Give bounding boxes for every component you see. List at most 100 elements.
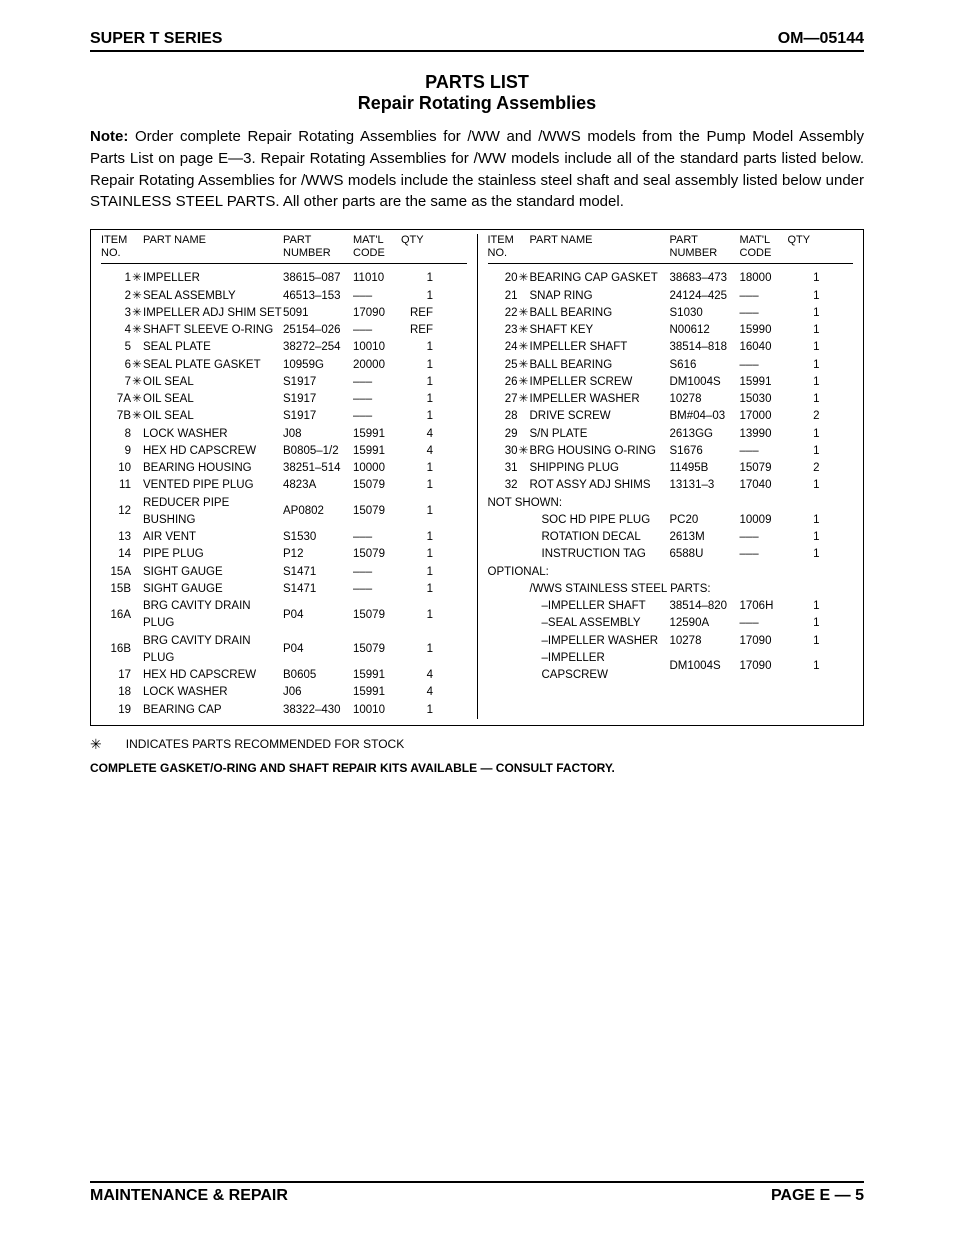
cell-part-name: BALL BEARING — [530, 305, 670, 322]
cell-star: ✳ — [131, 288, 143, 305]
cell-qty: 1 — [788, 529, 824, 546]
cell-matl-code: 15991 — [353, 443, 401, 460]
cell-item-no: 7 — [101, 374, 131, 391]
cell-matl-code: 15991 — [353, 667, 401, 684]
cell-qty: 1 — [788, 322, 824, 339]
cell-item-no: 13 — [101, 529, 131, 546]
table-row: 27✳IMPELLER WASHER10278150301 — [488, 391, 854, 408]
cell-part-number: 11495B — [670, 460, 740, 477]
cell-part-name: –IMPELLER SHAFT — [530, 598, 670, 615]
cell-part-number: 25154–026 — [283, 322, 353, 339]
cell-part-number: 46513–153 — [283, 288, 353, 305]
cell-part-number: J06 — [283, 684, 353, 701]
cell-qty: 1 — [788, 270, 824, 287]
footer-bar: MAINTENANCE & REPAIR PAGE E — 5 — [90, 1181, 864, 1205]
cell-qty: 2 — [788, 408, 824, 425]
optional-rows: –IMPELLER SHAFT38514–8201706H1–SEAL ASSE… — [488, 598, 854, 684]
cell-star: ✳ — [518, 374, 530, 391]
cell-part-number: DM1004S — [670, 374, 740, 391]
table-row: 31SHIPPING PLUG11495B150792 — [488, 460, 854, 477]
cell-qty: 1 — [788, 374, 824, 391]
note-text: Order complete Repair Rotating Assemblie… — [90, 128, 864, 210]
parts-col-right: ITEMNO. PART NAME PARTNUMBER MAT'LCODE Q… — [478, 234, 854, 719]
cell-part-number: 2613GG — [670, 426, 740, 443]
cell-part-number: PC20 — [670, 512, 740, 529]
hdr-partnum: PARTNUMBER — [670, 234, 740, 259]
cell-part-name: HEX HD CAPSCREW — [143, 667, 283, 684]
table-row: 11VENTED PIPE PLUG4823A150791 — [101, 477, 467, 494]
cell-part-name: BEARING HOUSING — [143, 460, 283, 477]
cell-part-number: P04 — [283, 641, 353, 658]
table-row: 22✳BALL BEARINGS1030–––1 — [488, 305, 854, 322]
cell-part-number: S1917 — [283, 408, 353, 425]
table-row: 6✳SEAL PLATE GASKET10959G200001 — [101, 357, 467, 374]
cell-part-number: J08 — [283, 426, 353, 443]
cell-part-name: SEAL ASSEMBLY — [143, 288, 283, 305]
cell-part-name: SHAFT KEY — [530, 322, 670, 339]
cell-item-no: 6 — [101, 357, 131, 374]
cell-matl-code: ––– — [740, 305, 788, 322]
cell-item-no: 5 — [101, 339, 131, 356]
cell-matl-code: 15079 — [353, 503, 401, 520]
cell-item-no: 1 — [101, 270, 131, 287]
table-row: 13AIR VENTS1530–––1 — [101, 529, 467, 546]
footer-right: PAGE E — 5 — [771, 1187, 864, 1205]
cell-part-number: S1676 — [670, 443, 740, 460]
cell-part-name: IMPELLER SHAFT — [530, 339, 670, 356]
cell-qty: 2 — [788, 460, 824, 477]
cell-qty: 1 — [401, 288, 437, 305]
table-row: 25✳BALL BEARINGS616–––1 — [488, 357, 854, 374]
table-row: ROTATION DECAL2613M–––1 — [488, 529, 854, 546]
cell-item-no: 3 — [101, 305, 131, 322]
cell-part-name: SOC HD PIPE PLUG — [530, 512, 670, 529]
cell-part-name: SHAFT SLEEVE O-RING — [143, 322, 283, 339]
header-bar: SUPER T SERIES OM—05144 — [90, 30, 864, 52]
cell-qty: 1 — [788, 391, 824, 408]
hdr-name: PART NAME — [530, 234, 670, 247]
cell-part-name: SEAL PLATE GASKET — [143, 357, 283, 374]
left-rows: 1✳IMPELLER38615–0871101012✳SEAL ASSEMBLY… — [101, 270, 467, 719]
cell-matl-code: 13990 — [740, 426, 788, 443]
page: SUPER T SERIES OM—05144 PARTS LIST Repai… — [0, 0, 954, 1235]
cell-qty: 1 — [788, 305, 824, 322]
cell-matl-code: 20000 — [353, 357, 401, 374]
cell-part-name: REDUCER PIPE BUSHING — [143, 495, 283, 530]
table-row: 17HEX HD CAPSCREWB0605159914 — [101, 667, 467, 684]
cell-star: ✳ — [518, 443, 530, 460]
footnote: ✳ INDICATES PARTS RECOMMENDED FOR STOCK — [90, 736, 864, 753]
cell-qty: 1 — [401, 564, 437, 581]
cell-part-name: SIGHT GAUGE — [143, 564, 283, 581]
cell-part-name: ROTATION DECAL — [530, 529, 670, 546]
cell-part-name: AIR VENT — [143, 529, 283, 546]
cell-part-number: P04 — [283, 607, 353, 624]
cell-qty: 1 — [401, 460, 437, 477]
cell-item-no: 21 — [488, 288, 518, 305]
cell-matl-code: 15991 — [353, 426, 401, 443]
table-row: –IMPELLER CAPSCREWDM1004S170901 — [488, 650, 854, 685]
cell-part-name: PIPE PLUG — [143, 546, 283, 563]
cell-part-name: IMPELLER — [143, 270, 283, 287]
cell-item-no: 32 — [488, 477, 518, 494]
cell-matl-code: 15991 — [740, 374, 788, 391]
table-row: 26✳IMPELLER SCREWDM1004S159911 — [488, 374, 854, 391]
cell-matl-code: ––– — [353, 408, 401, 425]
cell-item-no: 10 — [101, 460, 131, 477]
cell-item-no: 28 — [488, 408, 518, 425]
cell-star: ✳ — [518, 391, 530, 408]
table-row: 9HEX HD CAPSCREWB0805–1/2159914 — [101, 443, 467, 460]
footer-left: MAINTENANCE & REPAIR — [90, 1187, 288, 1205]
table-row: INSTRUCTION TAG6588U–––1 — [488, 546, 854, 563]
cell-part-number: S616 — [670, 357, 740, 374]
cell-item-no: 19 — [101, 702, 131, 719]
cell-matl-code: ––– — [740, 529, 788, 546]
table-row: 14PIPE PLUGP12150791 — [101, 546, 467, 563]
cell-star: ✳ — [131, 391, 143, 408]
cell-qty: 4 — [401, 426, 437, 443]
cell-qty: 1 — [401, 339, 437, 356]
cell-part-name: LOCK WASHER — [143, 426, 283, 443]
cell-matl-code: ––– — [353, 529, 401, 546]
cell-matl-code: 10000 — [353, 460, 401, 477]
cell-qty: 1 — [401, 503, 437, 520]
cell-qty: REF — [401, 305, 437, 322]
cell-item-no: 30 — [488, 443, 518, 460]
